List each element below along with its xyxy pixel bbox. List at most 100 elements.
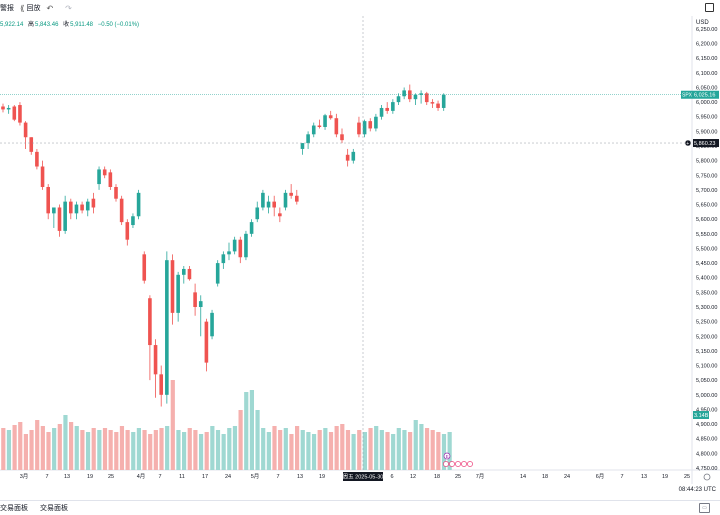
event-dot-icon xyxy=(455,461,461,467)
candle-body xyxy=(187,268,192,280)
price-axis-tick: 4,800.00 xyxy=(696,451,717,457)
candle-body xyxy=(436,103,440,108)
candle-body xyxy=(362,121,367,135)
volume-bar xyxy=(357,430,362,470)
candle-body xyxy=(255,207,260,220)
candle-body xyxy=(424,93,429,103)
volume-bar xyxy=(379,430,384,470)
volume-bar xyxy=(159,428,164,470)
crosshair-add-glyph: + xyxy=(686,141,689,147)
crosshair-date-label: 周五 2025-05-30 xyxy=(343,474,384,481)
volume-bar xyxy=(345,430,351,470)
candle-body xyxy=(136,192,141,217)
volume-bar xyxy=(334,426,339,470)
price-axis-tick: 6,000.00 xyxy=(696,100,717,106)
volume-bar xyxy=(328,432,334,470)
candle-body xyxy=(244,233,248,258)
candle-body xyxy=(153,345,158,375)
price-axis-tick: 5,350.00 xyxy=(696,290,717,296)
volume-bar xyxy=(198,434,204,470)
alert-button[interactable]: 警报 xyxy=(0,1,14,15)
candle-body xyxy=(114,186,118,199)
redo-button[interactable]: ↷ xyxy=(65,1,78,15)
candle-body xyxy=(441,94,446,108)
candle-body xyxy=(295,195,299,202)
tab-trading-panel-1[interactable]: 交易面板 xyxy=(0,505,28,512)
candle-body xyxy=(283,192,288,208)
candle-body xyxy=(408,90,412,100)
candle-body xyxy=(193,292,197,308)
candle-body xyxy=(306,134,310,144)
candle-body xyxy=(413,94,418,100)
symbol-tag-bg xyxy=(681,90,693,99)
candle-body xyxy=(119,198,124,223)
crosshair-price-bg xyxy=(693,139,719,148)
candle-body xyxy=(23,122,28,138)
window-maximize-icon[interactable] xyxy=(705,3,714,12)
volume-bar xyxy=(368,428,373,470)
candle-body xyxy=(108,172,113,187)
volume-bar xyxy=(182,432,187,470)
candle-body xyxy=(125,222,130,240)
price-axis-tick: 5,100.00 xyxy=(696,364,717,370)
alert-label: 警报 xyxy=(0,5,14,12)
event-marker-icon xyxy=(443,452,451,460)
volume-bar xyxy=(447,432,452,470)
candle-body xyxy=(215,263,220,284)
time-axis-tick: 12 xyxy=(410,474,416,480)
candle-body xyxy=(266,201,271,208)
volume-bar xyxy=(23,434,28,470)
candle-body xyxy=(69,201,73,214)
candle-body xyxy=(63,201,67,231)
candle-body xyxy=(391,102,395,111)
axis-settings-icon xyxy=(703,473,711,481)
volume-bar xyxy=(436,432,441,470)
replay-rewind-icon: ⟪ xyxy=(20,3,25,13)
candle-body xyxy=(80,204,84,211)
volume-bar xyxy=(136,428,141,470)
candle-body xyxy=(351,151,356,161)
volume-bar xyxy=(215,430,221,470)
volume-bar xyxy=(396,428,401,470)
price-axis-tick: 5,800.00 xyxy=(696,159,717,165)
event-dot-icon xyxy=(443,461,449,467)
time-axis-tick: 5月 xyxy=(251,473,260,480)
price-axis-tick: 5,900.00 xyxy=(696,129,717,135)
volume-bar xyxy=(69,422,74,470)
volume-bar xyxy=(114,432,119,470)
candle-body xyxy=(379,107,384,117)
candle-body xyxy=(396,96,401,103)
price-axis-tick: 5,050.00 xyxy=(696,378,717,384)
undo-button[interactable]: ↶ xyxy=(46,1,59,15)
volume-bar xyxy=(232,426,238,470)
candle-body xyxy=(227,251,231,255)
price-axis-tick: 5,700.00 xyxy=(696,188,717,194)
top-toolbar: 警报 ⟪ 回放 ↶ ↷ xyxy=(0,0,720,16)
time-axis-tick: 7月 xyxy=(476,473,485,480)
time-axis-tick: 7 xyxy=(45,474,48,480)
time-axis-tick: 14 xyxy=(520,474,526,480)
panel-toggle-icon[interactable]: ▭ xyxy=(699,503,710,513)
tab-trading-panel-2[interactable]: 交易面板 xyxy=(40,505,68,512)
volume-bar xyxy=(193,430,198,470)
time-axis-tick: 3月 xyxy=(20,473,29,480)
volume-bar xyxy=(278,430,283,470)
volume-bar xyxy=(63,415,68,470)
time-axis-tick: 13 xyxy=(641,474,647,480)
volume-bar xyxy=(97,430,102,470)
price-axis-tick: 5,550.00 xyxy=(696,232,717,238)
replay-button[interactable]: ⟪ 回放 xyxy=(20,1,40,15)
price-axis-tick: 6,050.00 xyxy=(696,85,717,91)
candle-body xyxy=(238,239,243,258)
volume-bar xyxy=(238,410,243,470)
volume-bar xyxy=(221,434,226,470)
candle-body xyxy=(334,118,339,135)
price-axis-tick: 4,900.00 xyxy=(696,422,717,428)
time-axis-tick: 7 xyxy=(620,474,623,480)
price-axis-tick: 5,200.00 xyxy=(696,334,717,340)
candle-body xyxy=(272,201,276,208)
time-axis-tick: 11 xyxy=(179,474,185,480)
time-axis-tick: 7 xyxy=(276,474,279,480)
time-readout: 08:44:23 UTC xyxy=(678,487,716,493)
